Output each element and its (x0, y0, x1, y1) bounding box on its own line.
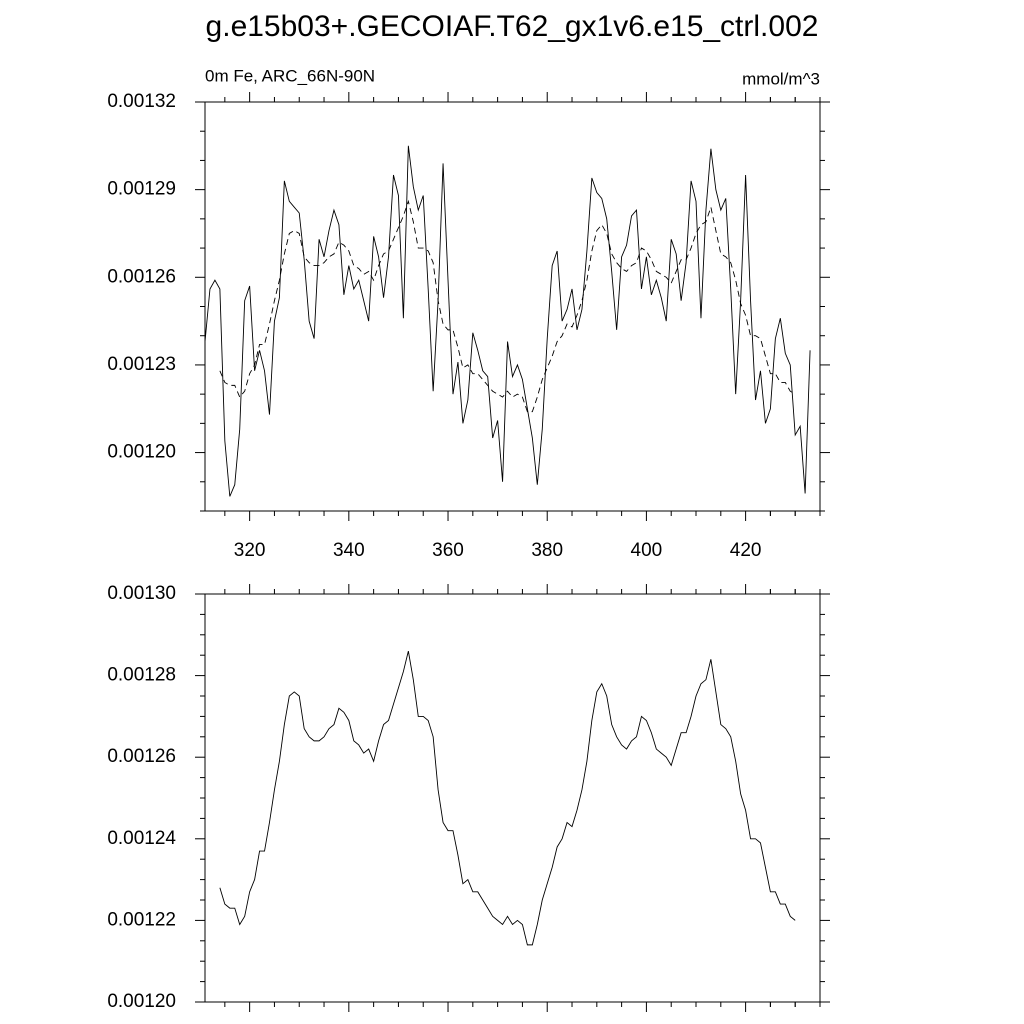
x-tick-label: 360 (432, 540, 464, 561)
y-tick-label: 0.00126 (107, 266, 176, 287)
y-tick-label: 0.00128 (107, 665, 176, 686)
y-tick-label: 0.00130 (107, 583, 176, 604)
subtitle-right: mmol/m^3 (742, 69, 820, 88)
plot-frame (204, 101, 821, 512)
x-tick-label: 380 (531, 540, 563, 561)
y-tick-label: 0.00123 (107, 354, 176, 375)
x-tick-label: 340 (333, 540, 365, 561)
y-tick-label: 0.00120 (107, 991, 176, 1012)
y-tick-label: 0.00122 (107, 909, 176, 930)
plot-frame (204, 593, 821, 1003)
x-tick-label: 420 (730, 540, 762, 561)
data-line (219, 199, 796, 413)
y-tick-label: 0.00126 (107, 746, 176, 767)
y-tick-label: 0.00120 (107, 442, 176, 463)
y-tick-label: 0.00129 (107, 179, 176, 200)
x-tick-label: 400 (631, 540, 663, 561)
chart-title: g.e15b03+.GECOIAF.T62_gx1v6.e15_ctrl.002 (206, 10, 819, 43)
y-tick-label: 0.00124 (107, 828, 176, 849)
y-tick-label: 0.00132 (107, 91, 176, 112)
subtitle-left: 0m Fe, ARC_66N-90N (205, 66, 375, 85)
data-line (204, 145, 811, 497)
x-tick-label: 320 (234, 540, 266, 561)
data-line (219, 651, 796, 946)
